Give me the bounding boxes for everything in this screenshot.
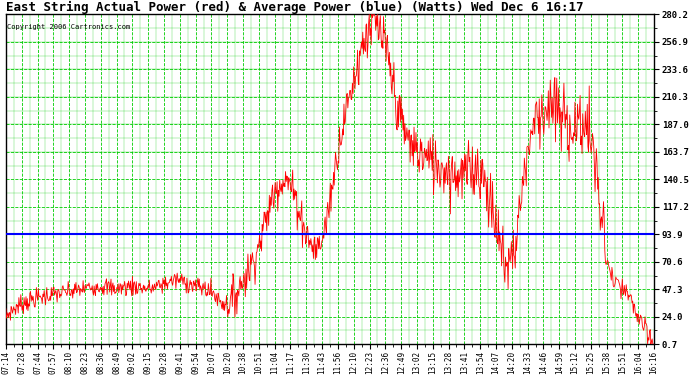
Text: Copyright 2006 Cartronics.com: Copyright 2006 Cartronics.com xyxy=(7,24,130,30)
Text: East String Actual Power (red) & Average Power (blue) (Watts) Wed Dec 6 16:17: East String Actual Power (red) & Average… xyxy=(6,2,583,15)
